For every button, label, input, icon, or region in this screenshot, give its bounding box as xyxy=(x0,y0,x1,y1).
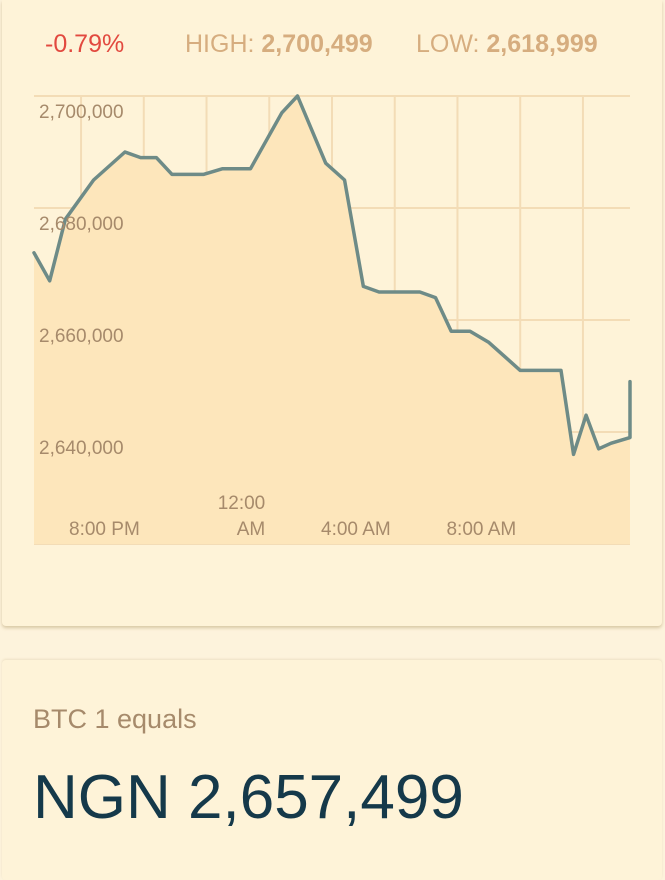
x-tick-label-line: 8:00 AM xyxy=(446,519,516,540)
price-area-chart[interactable]: 2,700,000 2,680,000 2,660,000 2,640,000 8:00… xyxy=(0,0,665,560)
chart-area-layer xyxy=(34,96,630,544)
x-tick-label: 8:00 AM xyxy=(446,519,516,540)
low-stat: LOW: 2,618,999 xyxy=(416,28,598,60)
y-tick-label: 2,660,000 xyxy=(39,326,124,347)
low-value: 2,618,999 xyxy=(486,30,598,58)
x-tick-label-line: 4:00 AM xyxy=(321,519,391,540)
x-tick-label: 8:00 PM xyxy=(69,519,140,540)
price-series-line xyxy=(32,94,632,457)
price-stats-row: -0.79% HIGH: 2,700,499 LOW: 2,618,999 xyxy=(0,28,660,60)
chart-line-layer xyxy=(32,94,632,457)
high-label: HIGH: xyxy=(185,30,255,58)
price-area-fill xyxy=(34,96,630,544)
x-tick-label-line: AM xyxy=(237,519,266,540)
y-tick-label: 2,680,000 xyxy=(39,214,124,235)
x-tick-label-line: 12:00 xyxy=(218,493,266,514)
low-label: LOW: xyxy=(416,30,480,58)
y-tick-label: 2,640,000 xyxy=(39,438,124,459)
x-tick-label: 12:00 AM xyxy=(218,493,266,540)
price-change-percent: -0.79% xyxy=(45,30,125,58)
x-tick-label: 4:00 AM xyxy=(321,519,391,540)
x-tick-label-line: 8:00 PM xyxy=(69,519,140,540)
high-value: 2,700,499 xyxy=(261,30,373,58)
conversion-label: BTC 1 equals xyxy=(33,704,197,734)
chart-labels: 2,700,000 2,680,000 2,660,000 2,640,000 8:00… xyxy=(39,102,516,540)
conversion-rate: NGN 2,657,499 xyxy=(33,763,464,832)
conversion-card xyxy=(2,660,662,880)
y-tick-label: 2,700,000 xyxy=(39,102,124,123)
high-stat: HIGH: 2,700,499 xyxy=(185,28,373,60)
